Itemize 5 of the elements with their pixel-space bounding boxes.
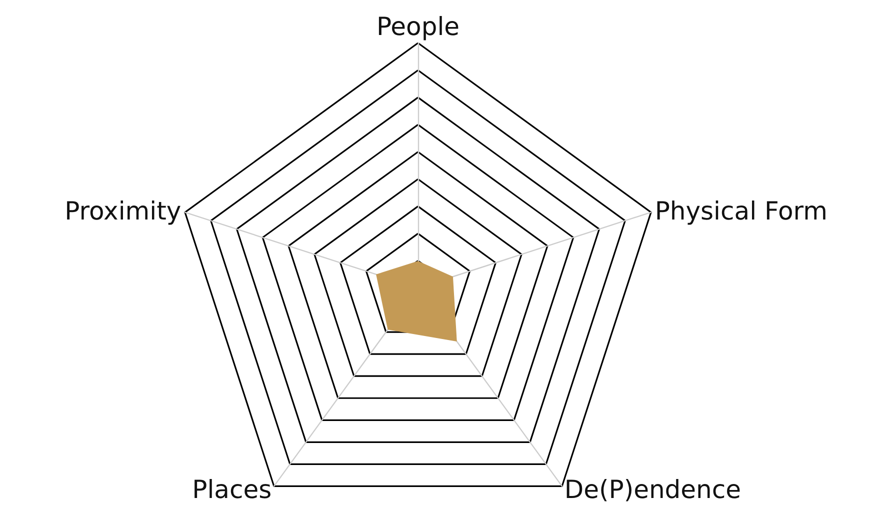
spoke-label: De(P)endence [564,474,742,504]
spoke-label: Places [192,474,272,504]
spoke-label: People [376,12,460,41]
spoke-label: Proximity [64,196,182,226]
spoke-label: Physical Form [654,196,828,226]
